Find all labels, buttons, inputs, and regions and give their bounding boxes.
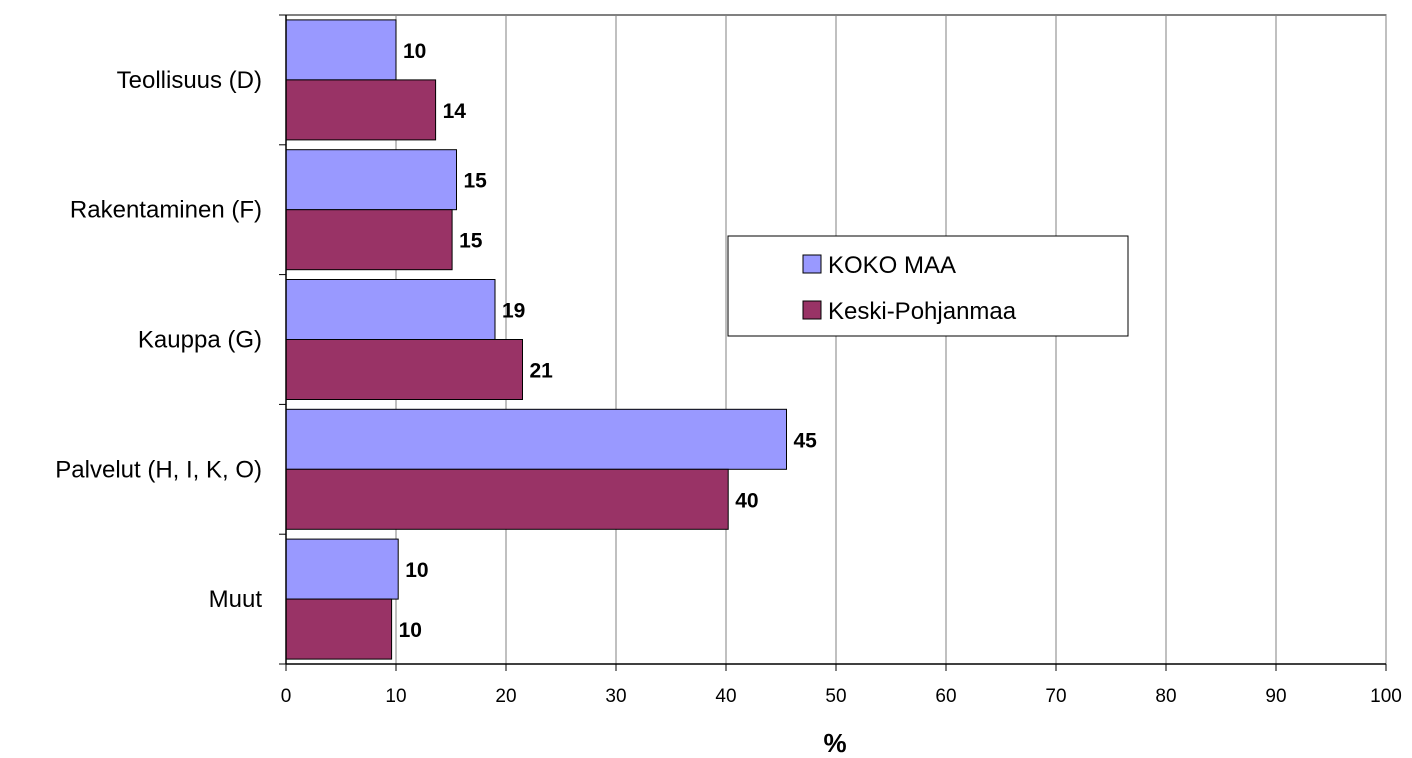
x-tick-label: 40 [715, 686, 736, 707]
bar-keski-pohjanmaa-muut [285, 598, 393, 660]
category-label-kauppa-g: Kauppa (G) [138, 327, 262, 354]
data-label-koko-maa-rakentaminen-f: 15 [464, 170, 488, 193]
bar-keski-pohjanmaa-teollisuus-d [285, 79, 437, 141]
legend-box [727, 235, 1129, 337]
legend-label-koko-maa: KOKO MAA [828, 252, 956, 279]
category-label-palvelut-h-i-k-o: Palvelut (H, I, K, O) [55, 456, 262, 483]
x-tick-label: 80 [1155, 686, 1176, 707]
data-label-keski-pohjanmaa-teollisuus-d: 14 [443, 100, 467, 123]
bar-keski-pohjanmaa-rakentaminen-f [285, 209, 453, 271]
data-label-koko-maa-kauppa-g: 19 [502, 300, 525, 323]
x-tick-label: 70 [1045, 686, 1066, 707]
x-tick-label: 10 [385, 686, 406, 707]
data-label-koko-maa-muut: 10 [405, 559, 428, 582]
legend-label-keski-pohjanmaa: Keski-Pohjanmaa [828, 298, 1017, 325]
bar-keski-pohjanmaa-kauppa-g [285, 339, 523, 400]
data-label-koko-maa-palvelut-h-i-k-o: 45 [794, 429, 818, 452]
bar-keski-pohjanmaa-palvelut-h-i-k-o [285, 468, 729, 530]
axes: 0 10 20 30 40 50 60 70 80 90 100 Teollisuus (D) Rake… [55, 14, 1402, 707]
bar-koko-maa-muut [285, 538, 399, 600]
data-labels: 10 15 19 45 10 14 15 21 40 10 [399, 40, 818, 642]
x-tick-label: 50 [825, 686, 846, 707]
data-label-koko-maa-teollisuus-d: 10 [403, 40, 426, 63]
data-label-keski-pohjanmaa-muut: 10 [399, 619, 422, 642]
x-axis-title: % [823, 728, 846, 758]
x-tick-label: 30 [605, 686, 626, 707]
bar-koko-maa-kauppa-g [285, 279, 496, 340]
x-tick-label: 20 [495, 686, 516, 707]
x-tick-label: 90 [1265, 686, 1286, 707]
bar-koko-maa-teollisuus-d [285, 19, 397, 81]
legend: KOKO MAA Keski-Pohjanmaa [727, 235, 1129, 337]
bar-koko-maa-rakentaminen-f [285, 149, 457, 211]
data-label-keski-pohjanmaa-rakentaminen-f: 15 [459, 230, 483, 253]
x-tick-label: 100 [1370, 686, 1402, 707]
category-label-teollisuus-d: Teollisuus (D) [117, 67, 262, 94]
data-label-keski-pohjanmaa-kauppa-g: 21 [530, 360, 554, 383]
legend-swatch-keski-pohjanmaa [802, 300, 822, 320]
category-label-muut: Muut [209, 586, 263, 613]
category-label-rakentaminen-f: Rakentaminen (F) [70, 197, 262, 224]
data-label-keski-pohjanmaa-palvelut-h-i-k-o: 40 [735, 489, 758, 512]
x-tick-label: 0 [281, 686, 292, 707]
bar-koko-maa-palvelut-h-i-k-o [285, 408, 787, 470]
x-tick-label: 60 [935, 686, 956, 707]
bars [285, 19, 787, 660]
legend-swatch-koko-maa [802, 254, 822, 274]
